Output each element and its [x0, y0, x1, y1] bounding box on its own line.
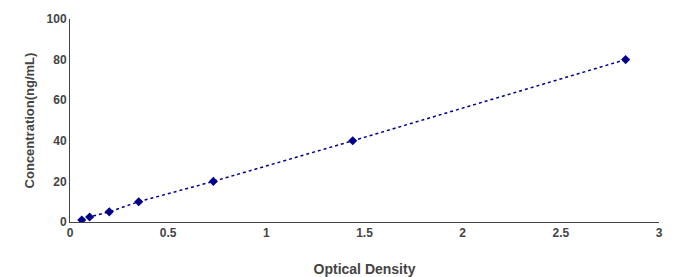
- svg-text:20: 20: [53, 175, 67, 189]
- svg-text:Concentration(ng/mL): Concentration(ng/mL): [22, 53, 37, 189]
- svg-text:0: 0: [60, 215, 67, 229]
- svg-text:1.5: 1.5: [356, 226, 373, 240]
- svg-text:60: 60: [53, 93, 67, 107]
- svg-text:40: 40: [53, 134, 67, 148]
- svg-text:0.5: 0.5: [160, 226, 177, 240]
- svg-text:3: 3: [656, 226, 663, 240]
- svg-text:2: 2: [459, 226, 466, 240]
- svg-text:0: 0: [67, 226, 74, 240]
- svg-text:2.5: 2.5: [552, 226, 569, 240]
- svg-text:1: 1: [263, 226, 270, 240]
- svg-text:80: 80: [53, 53, 67, 67]
- svg-text:Optical Density: Optical Density: [314, 261, 416, 277]
- svg-text:100: 100: [47, 12, 67, 26]
